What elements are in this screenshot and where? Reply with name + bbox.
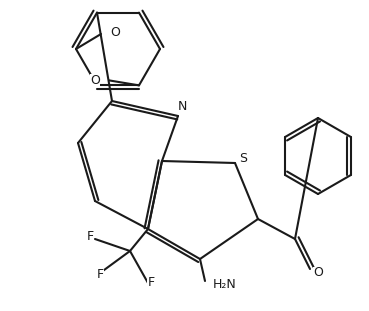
- Text: F: F: [86, 230, 94, 244]
- Text: H₂N: H₂N: [213, 278, 237, 291]
- Text: F: F: [96, 268, 104, 281]
- Text: N: N: [177, 100, 187, 113]
- Text: F: F: [148, 276, 155, 290]
- Text: O: O: [313, 267, 323, 280]
- Text: S: S: [239, 152, 247, 165]
- Text: O: O: [110, 26, 120, 39]
- Text: O: O: [90, 74, 100, 87]
